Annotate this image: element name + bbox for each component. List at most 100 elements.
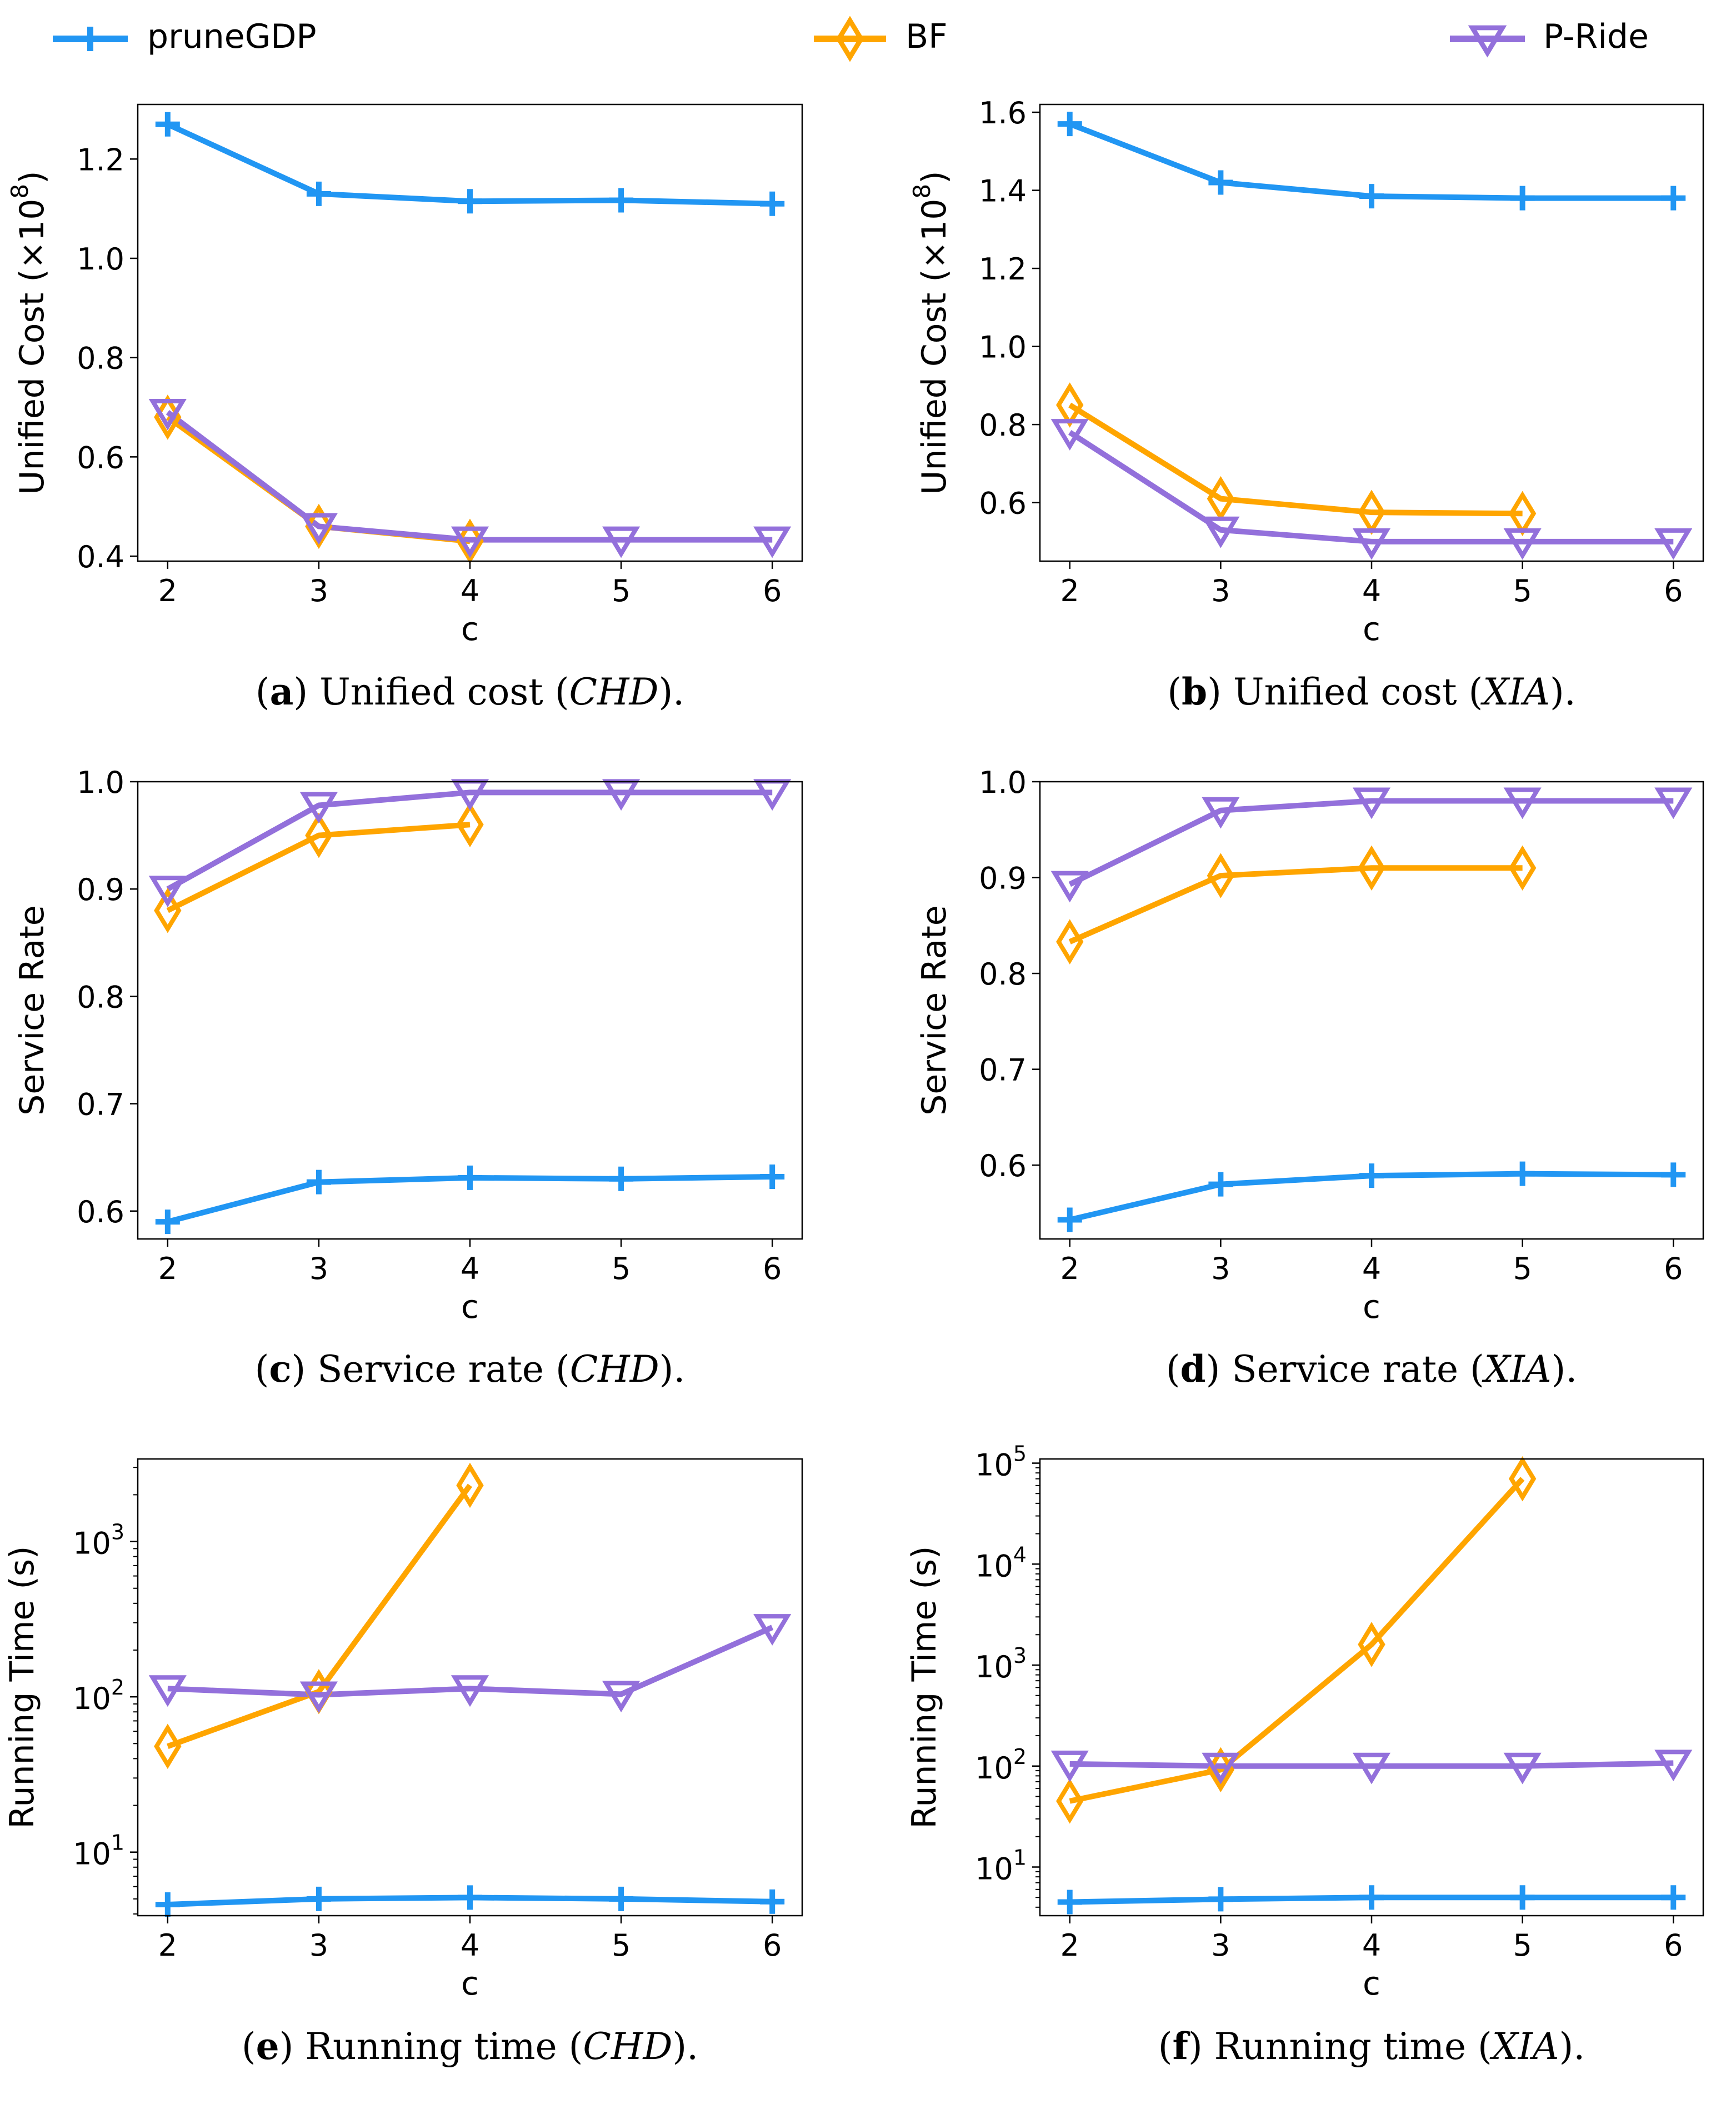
x-tick-label: 2 [158,1251,177,1286]
data-point-bf-3 [1207,853,1235,898]
y-tick-label: 0.6 [979,486,1027,521]
data-point-p-ride-2 [1050,871,1089,903]
y-tick-label: 105 [975,1442,1027,1483]
series-line-p-ride [1068,429,1674,544]
x-tick-label: 5 [612,573,631,608]
data-point-prunegdp-2 [155,1210,180,1235]
y-tick-label: 0.8 [77,341,124,376]
data-point-prunegdp-2 [1057,1207,1082,1232]
data-point-prunegdp-6 [1661,1885,1686,1910]
y-tick-label: 1.0 [979,330,1027,365]
y-tick-label: 1.0 [77,242,124,277]
x-tick-label: 2 [158,573,177,608]
data-point-p-ride-5 [602,526,641,558]
legend-label-bf: BF [905,17,948,56]
data-point-p-ride-6 [1654,787,1693,819]
y-tick-label: 0.6 [979,1148,1027,1183]
plus-icon-mark [78,27,103,51]
data-point-prunegdp-5 [609,1886,634,1911]
data-point-p-ride-4 [451,526,489,558]
plot-frame [1039,1458,1704,1917]
y-tick-label: 0.8 [77,979,124,1014]
series-line-bf [1068,865,1523,944]
x-axis-label: c [1363,1965,1380,2002]
series-line-p-ride [166,409,773,543]
data-point-bf-4 [456,1462,484,1508]
data-point-prunegdp-3 [306,1886,331,1911]
data-point-p-ride-5 [1503,528,1542,560]
data-point-bf-2 [154,888,182,933]
data-point-prunegdp-5 [609,188,634,213]
x-tick-label: 4 [1362,573,1381,608]
data-point-prunegdp-3 [306,1170,331,1195]
x-tick-label: 4 [461,573,479,608]
x-tick-label: 5 [1513,1928,1532,1963]
y-tick-label: 1.0 [77,765,124,800]
x-tick-label: 5 [612,1251,631,1286]
legend-item-prunegdp: pruneGDP [53,17,317,56]
panel-caption: (f) Running time (XIA). [1158,2025,1585,2068]
down-triangle-icon-mark [1468,25,1507,58]
y-tick-label: 103 [975,1643,1027,1685]
x-tick-label: 5 [612,1928,631,1963]
x-tick-label: 4 [461,1251,479,1286]
x-tick-label: 5 [1513,573,1532,608]
data-point-p-ride-4 [1352,1752,1391,1785]
data-point-prunegdp-4 [458,1885,482,1910]
x-axis-label: c [1363,1288,1380,1326]
x-tick-label: 6 [1664,1928,1683,1963]
panel-caption: (a) Unified cost (CHD). [256,670,684,713]
x-tick-label: 3 [309,1928,328,1963]
y-tick-label: 0.4 [77,539,124,574]
x-tick-label: 3 [309,573,328,608]
data-point-p-ride-2 [1050,1750,1089,1782]
series-line-bf [167,1483,473,1749]
x-tick-label: 3 [1211,1928,1230,1963]
data-point-prunegdp-3 [1208,1172,1233,1197]
data-point-p-ride-4 [451,1675,489,1707]
data-point-prunegdp-3 [1208,1887,1233,1912]
data-point-bf-3 [305,812,333,858]
y-tick-label: 0.6 [77,440,124,475]
panel-caption: (e) Running time (CHD). [242,2025,698,2068]
x-tick-label: 2 [1060,1928,1079,1963]
x-tick-label: 5 [1513,1251,1532,1286]
x-tick-label: 3 [309,1251,328,1286]
y-tick-label: 0.8 [979,408,1027,443]
diamond-icon [814,16,886,62]
x-tick-label: 4 [1362,1928,1381,1963]
chart-panel-a: 2 3 4 5 6 c 0.4 0.6 0.8 1.0 1.2 Unified Cost (×108)… [6,103,803,713]
data-point-p-ride-6 [753,526,792,558]
data-point-bf-4 [1358,845,1385,891]
y-tick-label: 0.7 [979,1053,1027,1088]
y-axis-label: Unified Cost (×108) [6,171,52,494]
legend: pruneGDP BF P-Ride [53,16,1649,62]
series-line-bf [166,414,471,544]
x-tick-label: 6 [1664,1251,1683,1286]
legend-label-p-ride: P-Ride [1543,17,1649,56]
chart-panel-e: 2 3 4 5 6 c 101 102 103 Running Time (s) (e) Runni… [3,1458,803,2068]
data-point-prunegdp-5 [609,1166,634,1191]
y-tick-label: 1.2 [979,252,1027,287]
panel-caption: (b) Unified cost (XIA). [1167,670,1575,713]
series-line-bf [1069,1477,1525,1804]
panel-caption: (d) Service rate (XIA). [1166,1347,1578,1391]
chart-panel-c: 2 3 4 5 6 c 0.6 0.7 0.8 0.9 1.0 Service Rate (c) Ser… [13,765,803,1391]
data-point-p-ride-3 [1202,797,1240,829]
diamond-icon-mark [836,16,864,62]
data-point-prunegdp-6 [760,191,785,216]
y-tick-label: 1.2 [77,142,124,177]
y-axis-label: Running Time (s) [905,1546,944,1829]
data-point-prunegdp-2 [1057,1890,1082,1915]
data-point-prunegdp-5 [1510,186,1535,211]
chart-panel-f: 2 3 4 5 6 c 101 102 103 104 105 Running Time (s) (f)… [905,1442,1704,2068]
y-tick-label: 103 [73,1520,124,1561]
data-point-prunegdp-5 [1510,1885,1535,1910]
series-line-p-ride [1069,1760,1674,1769]
plus-icon [53,27,128,51]
y-tick-label: 1.6 [979,96,1027,131]
data-point-prunegdp-2 [155,112,180,137]
data-point-bf-2 [1056,919,1084,964]
series-line-bf [166,822,471,913]
